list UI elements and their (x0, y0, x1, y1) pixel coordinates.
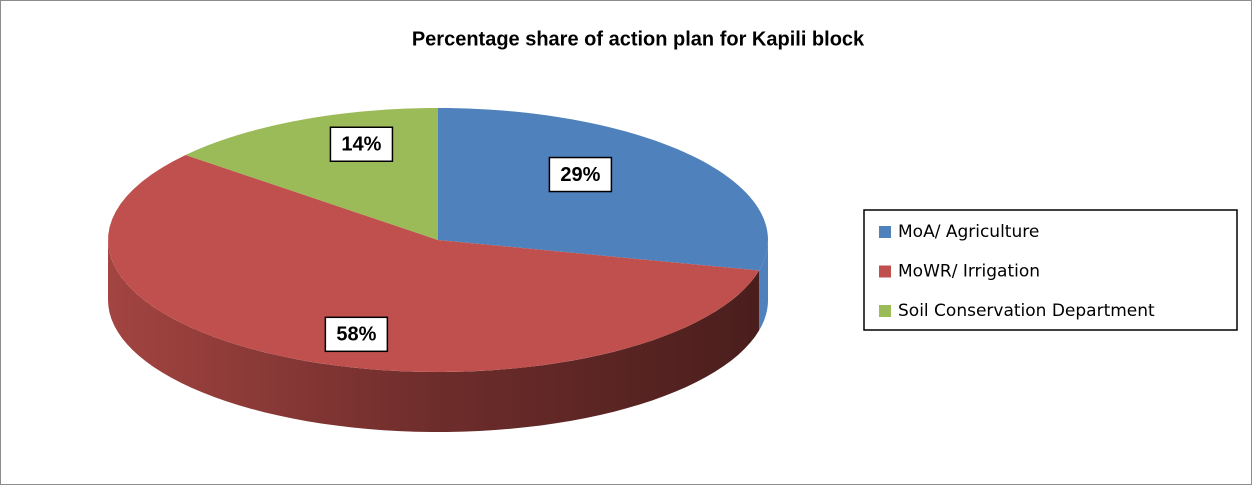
data-label-box (324, 316, 389, 353)
legend-label: MoWR/ Irrigation (898, 262, 1040, 282)
legend-swatch (879, 265, 891, 278)
pie-slice (108, 154, 760, 372)
data-label-box (329, 126, 394, 163)
pie-side (108, 240, 760, 432)
legend-swatch (879, 226, 891, 238)
legend-box (863, 209, 1238, 331)
data-label-box (548, 156, 613, 193)
data-label: 29% (560, 164, 600, 186)
legend-label: MoA/ Agriculture (898, 222, 1039, 242)
data-label: 14% (341, 134, 381, 156)
data-label: 58% (336, 324, 376, 346)
legend-swatch (879, 305, 891, 317)
legend-label: Soil Conservation Department (898, 301, 1155, 321)
chart-title: Percentage share of action plan for Kapi… (412, 28, 865, 50)
pie-side (759, 240, 768, 331)
